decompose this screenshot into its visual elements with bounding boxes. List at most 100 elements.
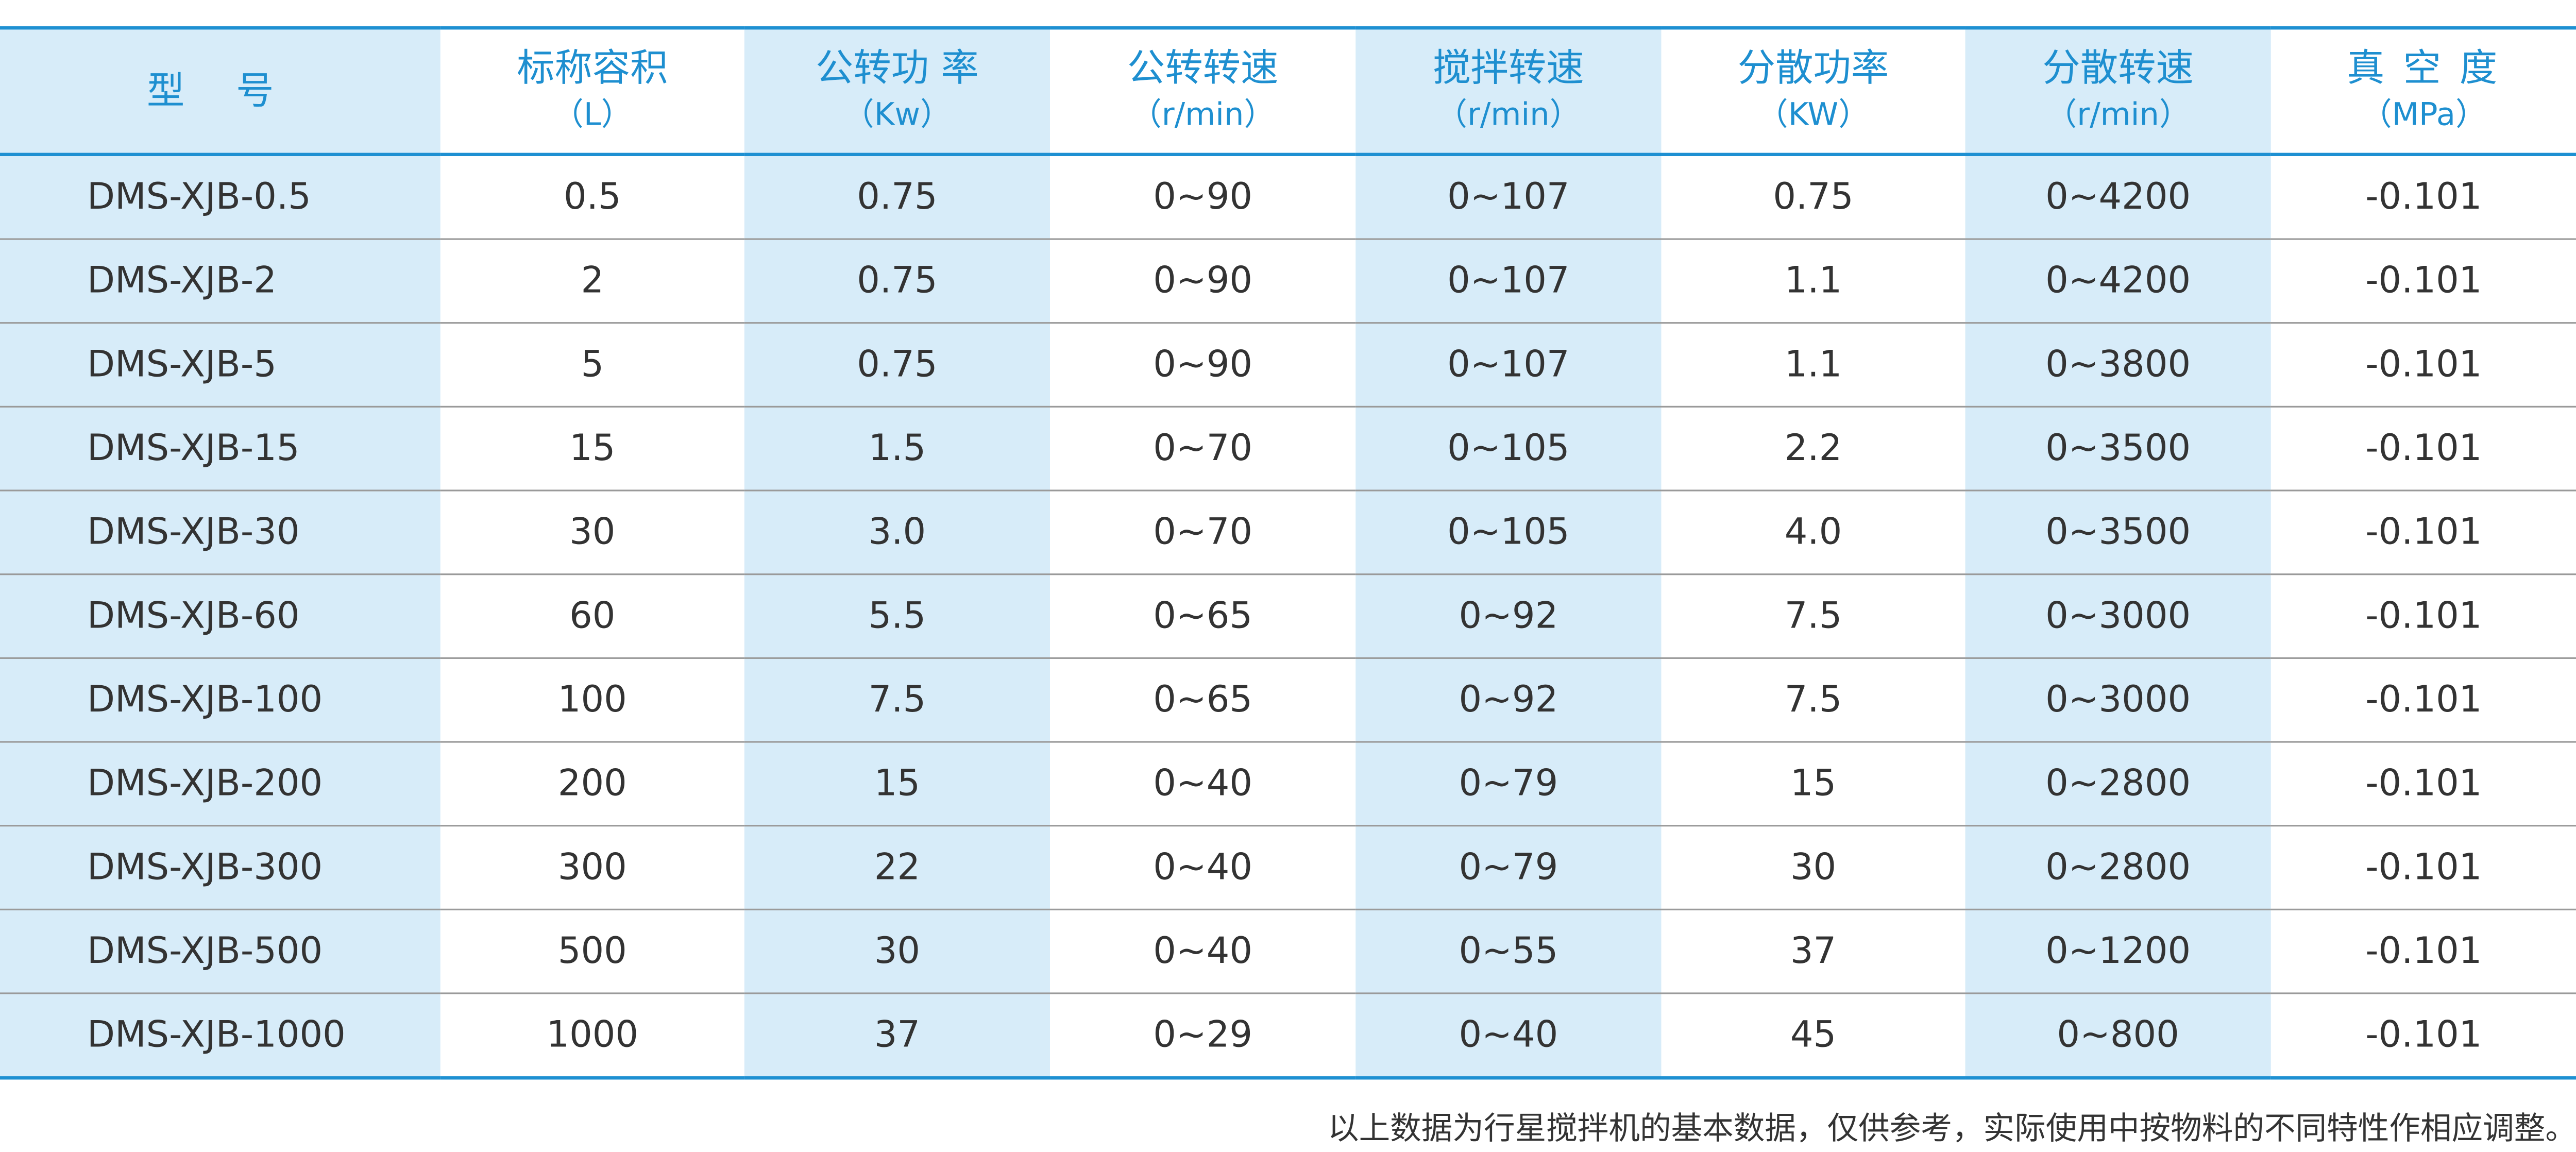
table-cell: 0~79 <box>1355 741 1662 826</box>
table-cell: 0~105 <box>1355 489 1662 574</box>
header-name: 型 号 <box>146 70 294 113</box>
table-cell: 0~55 <box>1355 908 1662 993</box>
table-cell: 0~4200 <box>1965 154 2271 240</box>
table-cell: 0~1200 <box>1965 908 2271 993</box>
table-cell: 0~3500 <box>1965 489 2271 574</box>
header-name: 搅拌转速 <box>1433 46 1584 90</box>
table-cell: -0.101 <box>2270 573 2576 658</box>
table-cell: 0~2800 <box>1965 825 2271 910</box>
table-cell: 100 <box>440 657 744 742</box>
table-cell: DMS-XJB-200 <box>0 741 440 826</box>
table-cell: 0.75 <box>1773 176 1854 218</box>
header-name: 分散功率 <box>1737 46 1889 90</box>
table-cell: 0~40 <box>1050 825 1356 910</box>
table-cell: 5.5 <box>744 573 1050 658</box>
table-cell: 0~800 <box>1965 992 2271 1078</box>
table-cell: 45 <box>1661 992 1965 1078</box>
table-cell: 7.5 <box>1661 657 1965 742</box>
header-unit: （r/min） <box>2045 96 2191 132</box>
header-unit: （r/min） <box>1436 96 1581 132</box>
table-cell: DMS-XJB-500 <box>0 908 440 993</box>
table-cell: 0~65 <box>1050 573 1356 658</box>
table-cell: 37 <box>1661 908 1965 993</box>
table-cell: -0.101 <box>2270 489 2576 574</box>
table-cell: 0~107 <box>1355 238 1662 323</box>
table-cell: -0.101 <box>2270 908 2576 993</box>
table-cell: -0.101 <box>2365 176 2482 218</box>
table-cell: -0.101 <box>2270 405 2576 491</box>
table-cell: 300 <box>440 825 744 910</box>
table-cell: 0~40 <box>1050 908 1356 993</box>
table-cell: 0~107 <box>1355 322 1662 407</box>
header-cell: 真 空 度 （MPa） <box>2270 28 2576 156</box>
table-cell: 0~3800 <box>1965 322 2271 407</box>
table-cell: 30 <box>440 489 744 574</box>
table-cell: 30 <box>744 908 1050 993</box>
table-cell: -0.101 <box>2270 238 2576 323</box>
table-cell: DMS-XJB-30 <box>0 489 440 574</box>
table-row: DMS-XJB-200 200 15 0~40 0~79 15 0~2800 -0.101 <box>0 741 2576 826</box>
table-cell: DMS-XJB-5 <box>0 322 440 407</box>
table-row: DMS-XJB-60 60 5.5 0~65 0~92 7.5 0~3000 -0.101 <box>0 573 2576 658</box>
table-cell: DMS-XJB-100 <box>0 657 440 742</box>
table-cell: 15 <box>1661 741 1965 826</box>
table-cell: -0.101 <box>2270 322 2576 407</box>
header-unit: （r/min） <box>1130 96 1276 132</box>
table-cell: 0~92 <box>1355 657 1662 742</box>
table-cell: 0~65 <box>1050 657 1356 742</box>
table-cell: -0.101 <box>2270 992 2576 1078</box>
header-name: 公转功 率 <box>816 46 979 90</box>
table-cell: 4.0 <box>1661 489 1965 574</box>
table-cell: 0~90 <box>1050 322 1356 407</box>
table-cell: 0~3000 <box>1965 573 2271 658</box>
header-cell: 分散转速 （r/min） <box>1965 28 2271 156</box>
table-cell: 1000 <box>440 992 744 1078</box>
table-cell: DMS-XJB-1000 <box>0 992 440 1078</box>
table-cell: 0.75 <box>744 322 1050 407</box>
table-cell: 5 <box>440 322 744 407</box>
header-name: 分散转速 <box>2042 46 2194 90</box>
table-cell: DMS-XJB-0.5 <box>0 154 440 240</box>
table-cell: 60 <box>440 573 744 658</box>
table-cell: 0.75 <box>744 238 1050 323</box>
header-unit: （L） <box>552 96 633 132</box>
table-cell: 0~92 <box>1355 573 1662 658</box>
table-cell: 0.5 <box>563 176 621 218</box>
header-unit: （KW） <box>1757 96 1870 132</box>
table-cell: 22 <box>744 825 1050 910</box>
table-cell: 0~90 <box>1050 238 1356 323</box>
table-cell: 0~70 <box>1050 489 1356 574</box>
table-row: DMS-XJB-5 5 0.75 0~90 0~107 1.1 0~3800 -0.101 <box>0 322 2576 407</box>
table-cell: 15 <box>440 405 744 491</box>
table-cell: DMS-XJB-300 <box>0 825 440 910</box>
table-cell: 0~107 <box>1355 154 1662 240</box>
header-name: 公转转速 <box>1127 46 1279 90</box>
table-cell: 0~2800 <box>1965 741 2271 826</box>
header-cell: 分散功率 （KW） <box>1661 28 1965 156</box>
header-name: 标称容积 <box>517 46 668 90</box>
header-name: 真 空 度 <box>2347 46 2501 90</box>
header-unit: （MPa） <box>2361 96 2487 132</box>
table-cell: 0~105 <box>1355 405 1662 491</box>
table-row: DMS-XJB-2 2 0.75 0~90 0~107 1.1 0~4200 -0.101 <box>0 238 2576 323</box>
table-cell: 0.75 <box>744 154 1050 240</box>
table-row: DMS-XJB-300 300 22 0~40 0~79 30 0~2800 -0.101 <box>0 825 2576 910</box>
table-cell: 0~70 <box>1050 405 1356 491</box>
table-cell: 1.5 <box>744 405 1050 491</box>
header-cell: 公转转速 （r/min） <box>1050 28 1356 156</box>
table-row: DMS-XJB-0.5 0.5 0.75 0~90 0~107 0.75 0~4200 -0.… <box>0 154 2576 240</box>
table-row: DMS-XJB-1000 1000 37 0~29 0~40 45 0~800 -0.101 <box>0 992 2576 1078</box>
header-cell: 搅拌转速 （r/min） <box>1355 28 1662 156</box>
table-cell: 37 <box>744 992 1050 1078</box>
table-cell: 3.0 <box>744 489 1050 574</box>
table-row: DMS-XJB-100 100 7.5 0~65 0~92 7.5 0~3000 -0.101 <box>0 657 2576 742</box>
table-cell: 1.1 <box>1661 322 1965 407</box>
header-cell: 公转功 率 （Kw） <box>744 28 1050 156</box>
header-cell: 标称容积 （L） <box>440 28 744 156</box>
table-cell: 0~3000 <box>1965 657 2271 742</box>
table-cell: 2.2 <box>1661 405 1965 491</box>
table-row: DMS-XJB-500 500 30 0~40 0~55 37 0~1200 -0.101 <box>0 908 2576 993</box>
table-cell: 7.5 <box>744 657 1050 742</box>
table-cell: 0~4200 <box>1965 238 2271 323</box>
table-cell: 0~29 <box>1050 992 1356 1078</box>
